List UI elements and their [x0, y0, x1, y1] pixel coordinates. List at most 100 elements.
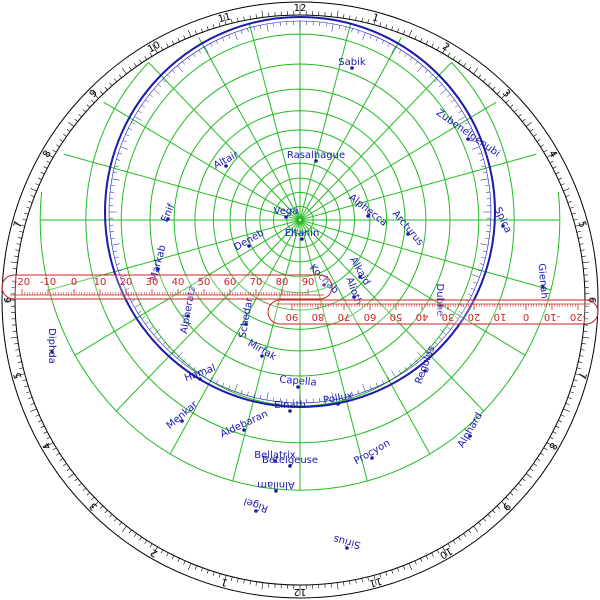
rim-tick: [403, 565, 406, 570]
dial-tick: [331, 23, 334, 32]
rim-tick: [514, 109, 518, 113]
star-label: Elnath: [274, 400, 306, 411]
rim-tick: [15, 349, 20, 351]
dial-tick: [157, 84, 162, 88]
rim-tick: [66, 468, 71, 472]
dial-tick: [110, 237, 115, 239]
rim-tick: [540, 452, 544, 456]
rim-tick: [514, 487, 518, 491]
dial-tick: [447, 94, 451, 98]
rim-tick: [414, 35, 417, 40]
star-dial[interactable]: [104, 16, 496, 408]
dial-tick: [240, 389, 243, 394]
dial-tick: [177, 352, 183, 359]
rim-tick: [367, 19, 369, 24]
declination-ruler-left[interactable]: -20 -10 0 10 20 30 40 50 60 70 80 90: [1, 274, 333, 300]
rim-tick: [578, 237, 583, 239]
rim-tick: [104, 509, 108, 514]
dial-tick: [116, 263, 121, 265]
star-dot: [296, 385, 300, 389]
rim-tick: [549, 160, 554, 164]
rim-tick: [482, 78, 486, 82]
dial-tick: [172, 69, 176, 74]
dial-tick: [438, 84, 443, 88]
ruler-label: -20: [14, 277, 30, 288]
dial-tick: [116, 159, 121, 161]
dial-tick: [362, 383, 366, 392]
dial-tick: [351, 391, 353, 396]
dial-tick: [375, 382, 378, 387]
rim-tick: [343, 14, 345, 19]
dial-tick: [167, 346, 171, 350]
dial-tick: [137, 110, 142, 114]
rim-tick: [255, 14, 257, 19]
rim-tick: [30, 187, 37, 192]
dial-tick: [424, 69, 428, 74]
rim-tick: [37, 177, 42, 180]
rim-tick: [579, 243, 584, 245]
dial-tick: [210, 43, 213, 48]
rim-tick: [567, 200, 572, 203]
star-label: Alphecca: [346, 192, 389, 229]
dial-tick: [122, 140, 127, 143]
rim-tick: [522, 118, 526, 122]
below-horizon-circle: [39, 191, 561, 491]
star-dot: [314, 159, 318, 163]
hour-label: 10: [146, 40, 163, 56]
rim-tick: [66, 128, 71, 132]
dial-tick: [338, 394, 340, 399]
dial-tick: [429, 74, 433, 78]
declination-ruler-right[interactable]: -20 -10 0 10 20 30 40 50 60 70 80 90: [267, 299, 599, 325]
dial-tick: [409, 57, 413, 61]
rim-tick: [194, 565, 197, 570]
rim-tick: [28, 200, 33, 203]
dial-tick: [357, 389, 360, 394]
dial-tick: [440, 89, 447, 95]
rim-tick: [144, 56, 148, 60]
dial-tick: [454, 316, 459, 320]
dial-tick: [482, 172, 487, 174]
hour-label: 5: [12, 371, 24, 380]
rim-tick: [249, 15, 251, 20]
dial-tick: [398, 49, 402, 54]
rim-tick: [473, 68, 478, 75]
dial-tick: [234, 383, 238, 392]
rim-tick: [10, 336, 18, 339]
dial-tick: [470, 134, 475, 137]
rim-tick: [74, 478, 78, 482]
ruler-label: 20: [468, 311, 481, 322]
dial-tick: [387, 376, 390, 381]
dial-tick: [141, 316, 146, 320]
ruler-label: 0: [523, 311, 529, 322]
dial-tick: [362, 32, 366, 41]
star-dot: [541, 285, 545, 289]
star-dot: [186, 314, 190, 318]
rim-tick: [569, 206, 574, 209]
azimuth-line: [300, 220, 526, 356]
rim-tick: [52, 149, 57, 153]
rim-tick: [82, 109, 86, 113]
rim-tick: [99, 505, 104, 509]
rim-tick: [458, 59, 461, 64]
dial-rim[interactable]: [104, 16, 496, 408]
ruler-label: -20: [570, 311, 586, 322]
rim-tick: [552, 166, 557, 169]
dial-tick: [429, 346, 433, 350]
rim-tick: [68, 473, 75, 478]
dial-tick: [253, 26, 256, 31]
rim-tick: [152, 546, 158, 556]
rim-tick: [478, 522, 482, 526]
rim-tick: [144, 540, 148, 544]
rim-tick: [152, 44, 158, 54]
rim-tick: [24, 212, 29, 215]
rim-tick: [355, 16, 357, 21]
rim-tick: [114, 518, 118, 522]
rim-tick: [59, 139, 64, 142]
dial-tick: [134, 116, 142, 121]
rim-tick: [171, 40, 175, 45]
rim-tick: [565, 403, 570, 406]
rim-tick: [17, 237, 22, 239]
dial-tick: [153, 329, 160, 335]
rim-tick: [46, 436, 51, 440]
